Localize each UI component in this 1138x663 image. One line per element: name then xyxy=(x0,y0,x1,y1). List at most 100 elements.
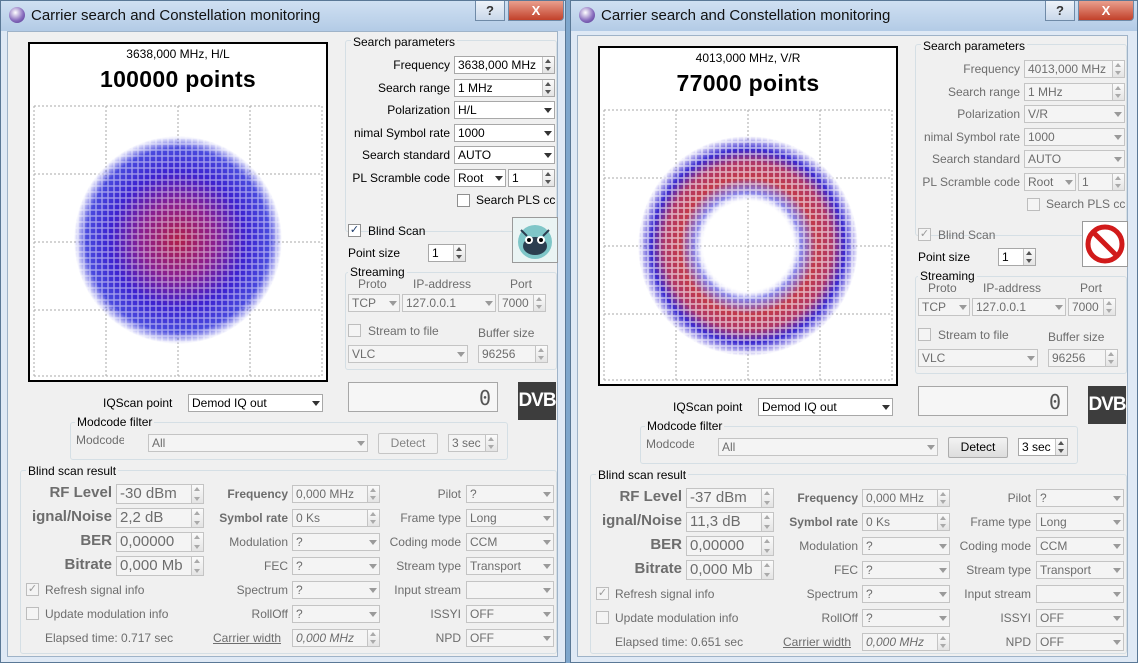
point-size-field[interactable]: 1 xyxy=(428,244,466,262)
stream-to-file-checkbox[interactable] xyxy=(348,324,361,337)
refresh-signal-checkbox[interactable]: ✓ xyxy=(26,583,39,596)
symbol-rate-select[interactable]: 1000 xyxy=(1024,128,1125,146)
symbol-rate-select[interactable]: 1000 xyxy=(454,124,555,142)
carrier-width-link[interactable]: Carrier width xyxy=(783,635,852,649)
proto-select[interactable]: TCP xyxy=(918,298,970,316)
search-pls-checkbox[interactable] xyxy=(457,194,470,207)
rolloff-label: RollOff xyxy=(251,607,288,621)
frequency-spin[interactable] xyxy=(542,57,554,73)
iq-scan-point-select[interactable]: Demod IQ out xyxy=(758,398,893,416)
modulation-label: Modulation xyxy=(229,535,288,549)
port-spin[interactable] xyxy=(533,295,545,311)
port-spin[interactable] xyxy=(1103,299,1115,315)
point-size-value: 1 xyxy=(1002,250,1009,264)
update-modulation-label: Update modulation info xyxy=(615,611,739,625)
pl-scramble-spin[interactable] xyxy=(1112,174,1124,190)
player-select[interactable]: VLC xyxy=(918,349,1038,367)
detect-time-field[interactable]: 3 sec xyxy=(448,434,498,452)
point-size-spin[interactable] xyxy=(1023,249,1035,265)
search-standard-select[interactable]: AUTO xyxy=(454,146,555,164)
signal-noise-label: ignal/Noise xyxy=(31,509,112,525)
point-size-spin[interactable] xyxy=(453,245,465,261)
modcode-select[interactable]: All xyxy=(718,438,938,456)
pl-scramble-value: 1 xyxy=(1082,175,1089,189)
search-pls-label: Search PLS cc xyxy=(1046,197,1126,211)
detect-time-spin[interactable] xyxy=(1055,439,1067,455)
player-select[interactable]: VLC xyxy=(348,345,468,363)
stop-icon[interactable] xyxy=(1082,221,1128,267)
streaming-group xyxy=(345,272,557,370)
signal-noise-value: 11,3 dB xyxy=(690,513,741,530)
modcode-select[interactable]: All xyxy=(148,434,368,452)
pl-scramble-mode-select[interactable]: Root xyxy=(454,169,506,187)
port-field[interactable]: 7000 xyxy=(1068,298,1116,316)
pilot-select: ? xyxy=(1036,489,1124,507)
pl-scramble-spin[interactable] xyxy=(542,170,554,186)
stream-to-file-checkbox[interactable] xyxy=(918,328,931,341)
pl-scramble-mode-select[interactable]: Root xyxy=(1024,173,1076,191)
port-value: 7000 xyxy=(1072,300,1099,314)
update-modulation-checkbox[interactable] xyxy=(26,607,39,620)
title-bar[interactable]: Carrier search and Constellation monitor… xyxy=(571,1,1137,31)
player-value: VLC xyxy=(922,351,946,365)
constellation-plot: 3638,000 MHz, H/L 100000 points xyxy=(28,42,328,382)
lcd-value: 0 xyxy=(1048,390,1061,414)
detect-time-spin[interactable] xyxy=(485,435,497,451)
iq-scan-point-value: Demod IQ out xyxy=(762,400,837,414)
pl-scramble-value-field[interactable]: 1 xyxy=(1078,173,1125,191)
pl-scramble-label: PL Scramble code xyxy=(922,175,1020,189)
buffer-size-field[interactable]: 96256 xyxy=(1048,349,1118,367)
buffer-size-field[interactable]: 96256 xyxy=(478,345,548,363)
search-range-field[interactable]: 1 MHz xyxy=(454,79,555,97)
point-size-field[interactable]: 1 xyxy=(998,248,1036,266)
constellation-scatter xyxy=(603,109,893,381)
blind-scan-checkbox[interactable]: ✓ xyxy=(918,228,931,241)
frequency-field[interactable]: 4013,000 MHz xyxy=(1024,60,1125,78)
signal-noise-spin xyxy=(191,509,203,527)
iq-scan-point-select[interactable]: Demod IQ out xyxy=(188,394,323,412)
spectrum-label: Spectrum xyxy=(806,587,858,601)
search-standard-value: AUTO xyxy=(1028,152,1062,166)
frequency-field[interactable]: 3638,000 MHz xyxy=(454,56,555,74)
ip-address-select[interactable]: 127.0.0.1 xyxy=(972,298,1066,316)
plot-point-count: 77000 points xyxy=(676,70,820,96)
search-range-spin[interactable] xyxy=(542,80,554,96)
detect-button[interactable]: Detect xyxy=(378,433,438,454)
blind-scan-result-group xyxy=(590,474,1127,654)
modulation-label: Modulation xyxy=(799,539,858,553)
frequency-spin[interactable] xyxy=(1112,61,1124,77)
client-area: 4013,000 MHz, V/R 77000 points xyxy=(577,35,1128,657)
help-button[interactable]: ? xyxy=(475,1,505,21)
detect-button[interactable]: Detect xyxy=(948,437,1008,458)
blind-scan-checkbox[interactable]: ✓ xyxy=(348,224,361,237)
symbol-rate-label: nimal Symbol rate xyxy=(353,126,450,140)
search-pls-checkbox[interactable] xyxy=(1027,198,1040,211)
detect-time-value: 3 sec xyxy=(452,436,481,450)
ber-spin xyxy=(191,533,203,551)
chevron-down-icon xyxy=(1113,544,1121,549)
detect-time-field[interactable]: 3 sec xyxy=(1018,438,1068,456)
search-range-field[interactable]: 1 MHz xyxy=(1024,83,1125,101)
buffer-size-spin[interactable] xyxy=(535,346,547,362)
title-bar[interactable]: Carrier search and Constellation monitor… xyxy=(1,1,565,31)
close-button[interactable]: X xyxy=(1078,1,1134,21)
polarization-select[interactable]: H/L xyxy=(454,101,555,119)
frequency-label: Frequency xyxy=(963,62,1020,76)
polarization-select[interactable]: V/R xyxy=(1024,105,1125,123)
spectrum-value: ? xyxy=(866,587,873,601)
help-button[interactable]: ? xyxy=(1045,1,1075,21)
ip-address-select[interactable]: 127.0.0.1 xyxy=(402,294,496,312)
refresh-signal-label: Refresh signal info xyxy=(45,583,145,597)
refresh-signal-checkbox[interactable]: ✓ xyxy=(596,587,609,600)
pl-scramble-value-field[interactable]: 1 xyxy=(508,169,555,187)
close-button[interactable]: X xyxy=(508,1,564,21)
carrier-width-link[interactable]: Carrier width xyxy=(213,631,282,645)
update-modulation-checkbox[interactable] xyxy=(596,611,609,624)
search-range-spin[interactable] xyxy=(1112,84,1124,100)
buffer-size-spin[interactable] xyxy=(1105,350,1117,366)
proto-select[interactable]: TCP xyxy=(348,294,400,312)
frame-type-value: Long xyxy=(1040,515,1067,529)
npd-label: NPD xyxy=(435,631,461,645)
port-field[interactable]: 7000 xyxy=(498,294,546,312)
search-standard-select[interactable]: AUTO xyxy=(1024,150,1125,168)
